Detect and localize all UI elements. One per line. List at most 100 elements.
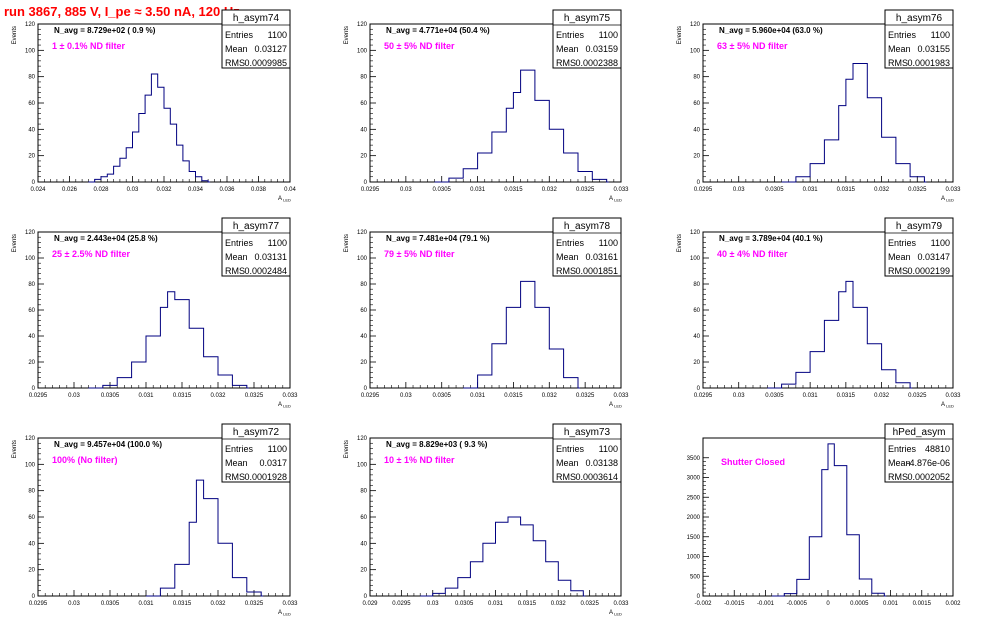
y-tick-label: 80	[360, 489, 367, 495]
x-tick-label: 0.031	[470, 187, 486, 193]
stats-label: RMS	[556, 472, 576, 482]
stats-title: h_asym77	[233, 221, 280, 232]
navg-annotation: N_avg = 4.771e+04 (50.4 %)	[386, 26, 490, 35]
histogram-line	[88, 291, 249, 389]
stats-label: Entries	[888, 444, 917, 454]
y-tick-label: 120	[690, 230, 701, 236]
y-tick-label: 40	[28, 334, 35, 340]
x-tick-label: 0.03	[68, 601, 80, 607]
histogram-bin	[146, 336, 160, 388]
histogram-bin	[170, 124, 176, 182]
y-tick-label: 100	[357, 462, 368, 468]
stats-value: 0.03155	[917, 44, 950, 54]
x-tick-label: 0.03	[427, 601, 439, 607]
stats-box	[552, 9, 622, 69]
stats-value: 1100	[268, 238, 287, 248]
x-tick-label: 0.0315	[504, 187, 523, 193]
stats-value: 1100	[599, 30, 618, 40]
stats-label: RMS	[225, 472, 245, 482]
histogram-bin	[810, 352, 824, 388]
stats-value: 1100	[268, 30, 287, 40]
histogram-bin	[533, 541, 546, 596]
histogram-bin	[204, 499, 218, 596]
y-tick-label: 120	[357, 436, 368, 442]
stats-value: 0.03159	[585, 44, 618, 54]
y-tick-label: 100	[357, 48, 368, 54]
x-tick-label: 0.032	[542, 393, 558, 399]
stats-label: RMS	[556, 58, 576, 68]
stats-value: 0.03147	[917, 252, 950, 262]
x-tick-label: 0.032	[874, 187, 890, 193]
x-tick-label: 0.032	[542, 187, 558, 193]
x-tick-label: 0.032	[210, 601, 226, 607]
x-tick-label: 0.03	[127, 187, 139, 193]
x-tick-label: -0.001	[757, 601, 775, 607]
stats-box	[884, 9, 954, 69]
x-tick-label: 0.0005	[850, 601, 869, 607]
stats-label: Mean	[888, 252, 911, 262]
x-tick-label: 0.0305	[455, 601, 474, 607]
stats-label: Mean	[556, 458, 579, 468]
stats-label: RMS	[225, 266, 245, 276]
y-tick-label: 3000	[687, 476, 701, 482]
x-axis-label: A LED	[278, 402, 291, 409]
histogram-panel-h_asym78: 0.0295 0.03 0.0305 0.031 0.0315 0.032 0.0325 0.…	[344, 217, 629, 409]
stats-label: RMS	[225, 58, 245, 68]
y-axis-label: Events	[677, 234, 683, 252]
x-tick-label: 0.0315	[173, 601, 192, 607]
y-tick-label: 60	[693, 101, 700, 107]
x-tick-label: 0.0305	[765, 187, 784, 193]
stats-title: h_asym72	[233, 427, 280, 438]
x-axis-label: A LED	[278, 610, 291, 617]
histogram-bin	[535, 307, 549, 388]
x-tick-label: 0.0305	[101, 601, 120, 607]
stats-label: Entries	[888, 30, 917, 40]
y-tick-label: 0	[697, 180, 701, 186]
histogram-bin	[175, 300, 189, 388]
histogram-bin	[492, 344, 506, 388]
x-axis-label: A LED	[941, 196, 954, 203]
histogram-bin	[508, 517, 521, 596]
y-tick-label: 80	[693, 282, 700, 288]
y-tick-label: 120	[690, 22, 701, 28]
y-tick-label: 60	[693, 308, 700, 314]
histogram-bin	[809, 537, 822, 596]
x-tick-label: 0.036	[219, 187, 235, 193]
y-tick-label: 60	[360, 101, 367, 107]
histogram-line	[767, 280, 913, 389]
y-tick-label: 100	[690, 48, 701, 54]
stats-box	[552, 423, 622, 483]
y-tick-label: 1000	[687, 555, 701, 561]
x-tick-label: 0.031	[470, 393, 486, 399]
histogram-panel-h_asym75: 0.0295 0.03 0.0305 0.031 0.0315 0.032 0.0325 0.…	[344, 9, 629, 203]
histogram-bin	[824, 320, 838, 388]
x-tick-label: 0.0295	[361, 393, 380, 399]
navg-annotation: N_avg = 8.829e+03 ( 9.3 %)	[386, 440, 488, 449]
y-axis-label: Events	[344, 26, 350, 44]
histogram-bin	[158, 87, 164, 182]
y-axis-label: Events	[344, 440, 350, 458]
stats-label: RMS	[556, 266, 576, 276]
y-tick-label: 80	[360, 75, 367, 81]
x-tick-label: 0.04	[284, 187, 296, 193]
x-tick-label: 0.0295	[392, 601, 411, 607]
histogram-bin	[513, 92, 520, 182]
y-tick-label: 40	[360, 127, 367, 133]
histogram-line	[420, 516, 586, 597]
navg-annotation: N_avg = 8.729e+02 ( 0.9 %)	[54, 26, 156, 35]
x-tick-label: 0.0295	[694, 187, 713, 193]
histogram-bin	[535, 100, 549, 182]
histogram-bin	[853, 307, 867, 388]
histogram-bin	[867, 98, 881, 182]
x-tick-label: 0.033	[613, 393, 629, 399]
x-tick-label: 0.0325	[576, 187, 595, 193]
histogram-bin	[168, 292, 175, 388]
y-tick-label: 120	[357, 230, 368, 236]
stats-value: 0.03131	[254, 252, 287, 262]
histogram-bin	[521, 281, 535, 388]
y-tick-label: 100	[25, 48, 36, 54]
y-tick-label: 2000	[687, 515, 701, 521]
x-tick-label: 0.033	[945, 187, 961, 193]
y-tick-label: 0	[697, 594, 701, 600]
